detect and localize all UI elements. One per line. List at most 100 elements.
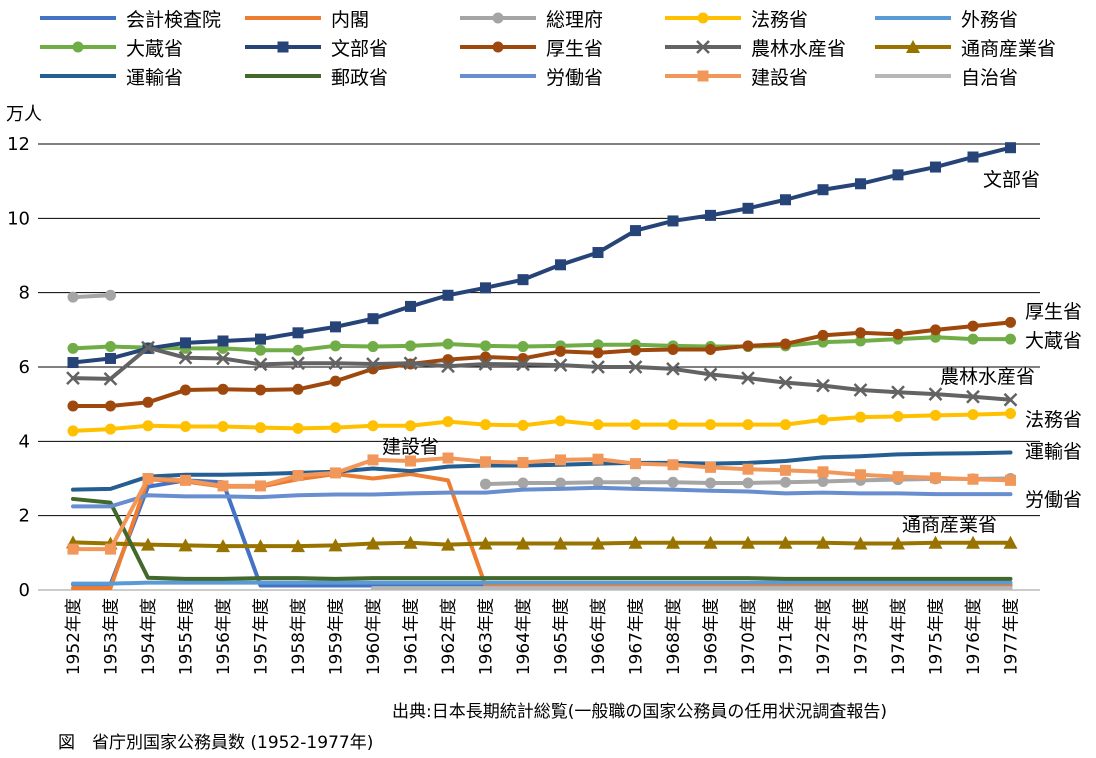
data-point — [666, 361, 680, 376]
data-point — [697, 12, 709, 24]
data-point — [555, 259, 566, 271]
data-point — [105, 423, 116, 435]
data-point — [105, 400, 116, 412]
data-point — [817, 184, 829, 196]
data-point — [966, 389, 980, 404]
data-point — [142, 396, 154, 408]
data-point — [292, 344, 304, 356]
data-point — [67, 342, 79, 354]
data-point — [180, 420, 191, 432]
data-point — [291, 539, 305, 553]
data-point — [555, 454, 566, 466]
data-point — [492, 12, 504, 24]
data-point — [330, 321, 341, 333]
data-point — [741, 371, 755, 386]
legend-item: 自治省 — [873, 62, 1018, 90]
x-tick-label: 1960年度 — [364, 598, 384, 675]
legend-swatch — [875, 40, 951, 53]
data-point — [478, 536, 493, 550]
data-point — [780, 338, 791, 350]
data-point — [105, 341, 116, 353]
legend-item: 総理府 — [458, 4, 603, 32]
data-point — [105, 289, 116, 301]
data-point — [780, 419, 791, 431]
series-通商産業省 — [66, 535, 1018, 553]
legend-item: 運輸省 — [38, 62, 183, 90]
series-建設省 — [67, 452, 1016, 555]
data-point — [742, 463, 754, 475]
x-tick-label: 1956年度 — [214, 598, 234, 675]
data-point — [705, 419, 716, 431]
data-point — [292, 327, 304, 339]
legend-swatch — [40, 41, 116, 53]
data-point — [703, 535, 718, 549]
x-tick-label: 1955年度 — [177, 598, 197, 675]
legend-label: 会計検査院 — [126, 8, 222, 31]
x-tick-label: 1957年度 — [252, 598, 272, 675]
data-point — [178, 350, 193, 365]
series-法務省 — [67, 407, 1016, 437]
data-point — [705, 209, 716, 221]
data-point — [442, 452, 454, 464]
data-point — [217, 480, 229, 492]
data-point — [553, 536, 568, 550]
data-point — [105, 352, 116, 364]
legend-label: 厚生省 — [546, 37, 604, 60]
series-line — [71, 320, 1013, 409]
legend-label: 総理府 — [546, 8, 604, 31]
legend-swatch — [875, 74, 951, 78]
series-労働省 — [71, 485, 1013, 509]
annotation-label: 農林水産省 — [940, 366, 1035, 388]
data-point — [516, 536, 530, 550]
data-point — [178, 538, 193, 552]
data-point — [892, 328, 904, 340]
data-point — [967, 151, 979, 163]
data-point — [217, 383, 229, 395]
data-point — [105, 543, 116, 555]
data-point — [292, 422, 304, 434]
data-point — [255, 422, 266, 434]
data-point — [478, 357, 493, 371]
data-point — [292, 383, 304, 395]
legend-item: 郵政省 — [243, 62, 388, 90]
data-point — [255, 333, 266, 345]
annotation-label: 厚生省 — [1025, 301, 1082, 323]
annotation-label: 労働省 — [1025, 489, 1082, 511]
y-tick-label: 10 — [7, 208, 30, 229]
data-point — [142, 473, 154, 484]
data-point — [855, 327, 866, 339]
data-point — [517, 457, 529, 469]
legend-swatch — [875, 16, 951, 20]
data-point — [667, 419, 679, 431]
data-point — [630, 419, 641, 431]
data-point — [555, 415, 566, 427]
series-大蔵省 — [67, 331, 1016, 356]
data-point — [405, 300, 416, 312]
data-point — [891, 536, 905, 550]
annotation-label: 大蔵省 — [1025, 330, 1082, 352]
data-point — [967, 473, 979, 485]
annotation-label: 建設省 — [382, 436, 439, 458]
legend-swatch — [460, 74, 536, 78]
legend-label: 建設省 — [751, 66, 809, 89]
data-point — [141, 537, 155, 551]
legend-item: 外務省 — [873, 4, 1018, 32]
legend-item: 大蔵省 — [38, 33, 183, 61]
data-point — [67, 400, 79, 412]
data-point — [555, 345, 566, 357]
data-point — [367, 420, 379, 432]
y-tick-label: 4 — [19, 431, 30, 452]
data-point — [666, 535, 680, 549]
y-axis-label: 万人 — [6, 104, 42, 125]
data-point — [742, 340, 754, 352]
data-point — [1003, 535, 1018, 549]
x-tick-label: 1970年度 — [739, 598, 759, 675]
data-point — [277, 41, 289, 53]
data-point — [480, 456, 491, 468]
data-point — [291, 356, 305, 371]
data-point — [180, 384, 191, 396]
data-point — [742, 419, 754, 431]
data-point — [441, 359, 455, 374]
x-tick-label: 1965年度 — [552, 598, 572, 675]
legend-label: 内閣 — [331, 8, 370, 31]
